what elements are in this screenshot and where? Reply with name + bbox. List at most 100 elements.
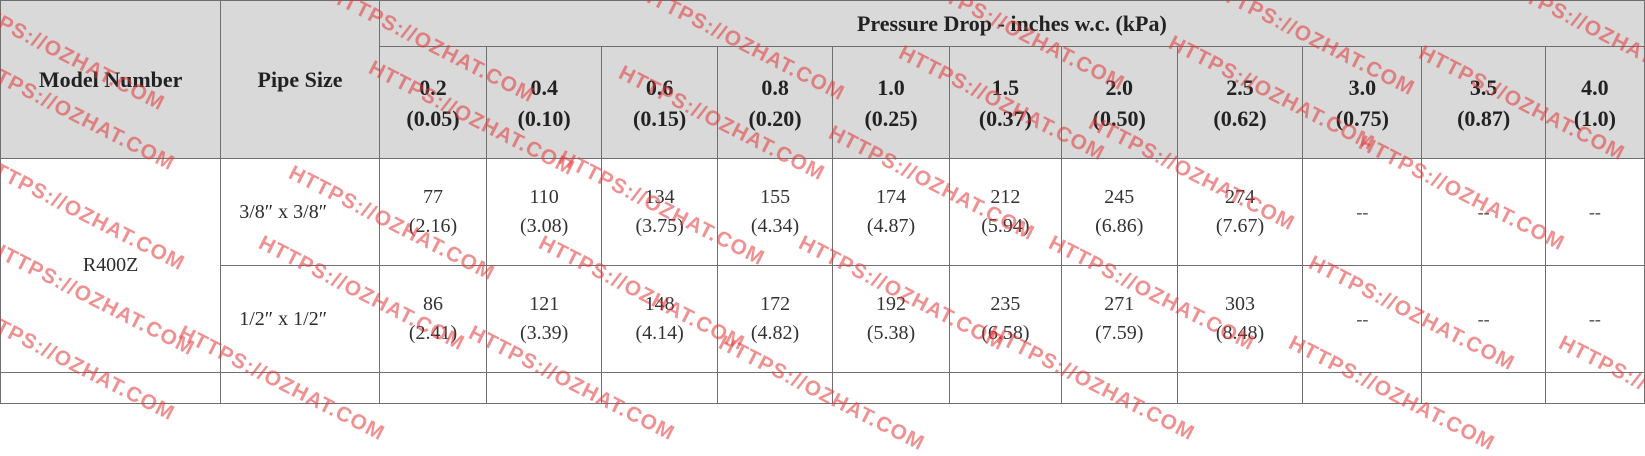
flow-value-cell: -- xyxy=(1302,265,1423,373)
flow-value: 148 xyxy=(644,293,675,315)
pressure-drop-table: Model Number Pipe Size Pressure Drop - i… xyxy=(0,0,1645,404)
flow-value: 121 xyxy=(529,293,560,315)
inches-wc-value: 1.0 xyxy=(877,74,905,100)
flow-value-kpa: (3.08) xyxy=(520,215,569,237)
flow-value-kpa: (5.94) xyxy=(981,215,1030,237)
flow-value: -- xyxy=(1477,308,1490,329)
flow-value-kpa: (4.14) xyxy=(635,322,684,344)
pipe-size-cell: 3/8″ x 3/8″ xyxy=(220,158,380,266)
inches-wc-value: 1.5 xyxy=(991,74,1020,100)
flow-value: 271 xyxy=(1104,293,1135,315)
flow-value: -- xyxy=(1477,201,1490,222)
flow-value-kpa: (7.59) xyxy=(1095,322,1144,344)
flow-value: 172 xyxy=(760,293,791,315)
kpa-value: (0.05) xyxy=(406,105,460,131)
flow-value: 110 xyxy=(529,186,559,208)
model-cell: R400Z xyxy=(0,158,222,373)
flow-value: 235 xyxy=(990,293,1021,315)
flow-value: 77 xyxy=(423,186,443,208)
flow-value-cell: 77 (2.16) xyxy=(378,158,488,266)
pipe-size-header: Pipe Size xyxy=(220,0,380,159)
inches-wc-value: 0.2 xyxy=(419,74,447,100)
table-row: 1/2″ x 1/2″ 86 (2.41) 121 (3.39) 148 (4.14) 17… xyxy=(1,265,1645,373)
flow-value-cell: 212 (5.94) xyxy=(949,158,1062,266)
flow-value-cell: 235 (6.58) xyxy=(949,265,1062,373)
pressure-column-header: 2.0 (0.50) xyxy=(1060,46,1178,159)
flow-value-cell: -- xyxy=(1421,158,1546,266)
flow-value-kpa: (6.58) xyxy=(981,322,1030,344)
pressure-column-header: 1.0 (0.25) xyxy=(832,46,951,159)
flow-value: 86 xyxy=(423,293,443,315)
pressure-column-header: 3.5 (0.87) xyxy=(1421,46,1546,159)
pressure-column-header: 0.6 (0.15) xyxy=(601,46,719,159)
model-number-header: Model Number xyxy=(0,0,222,159)
flow-value-cell: 274 (7.67) xyxy=(1176,158,1304,266)
flow-value-kpa: (3.75) xyxy=(635,215,684,237)
flow-value-kpa: (7.67) xyxy=(1215,215,1265,237)
pressure-column-header: 3.0 (0.75) xyxy=(1302,46,1423,159)
pressure-columns-row: 0.2 (0.05) 0.4 (0.10) 0.6 (0.15) 0.8 (0.20) 1.0 (… xyxy=(1,46,1645,159)
table-row-partial xyxy=(0,372,1645,404)
kpa-value: (0.37) xyxy=(978,105,1032,131)
flow-value-kpa: (4.87) xyxy=(866,215,916,237)
kpa-value: (0.25) xyxy=(864,105,918,131)
flow-value-cell: 271 (7.59) xyxy=(1060,265,1178,373)
inches-wc-value: 4.0 xyxy=(1581,74,1609,100)
kpa-value: (0.75) xyxy=(1335,105,1389,131)
flow-value: 174 xyxy=(876,186,907,208)
flow-value-cell: -- xyxy=(1544,158,1645,266)
flow-value-kpa: (3.39) xyxy=(520,322,569,344)
kpa-value: (0.87) xyxy=(1457,105,1511,131)
flow-value-kpa: (5.38) xyxy=(866,322,916,344)
flow-value: -- xyxy=(1588,308,1601,329)
flow-value-kpa: (6.86) xyxy=(1095,215,1144,237)
inches-wc-value: 3.0 xyxy=(1348,74,1377,100)
flow-value-cell: 86 (2.41) xyxy=(378,265,488,373)
flow-value-cell: 174 (4.87) xyxy=(832,158,951,266)
flow-value-cell: 303 (8.48) xyxy=(1176,265,1304,373)
inches-wc-value: 0.6 xyxy=(645,74,674,100)
flow-value-kpa: (4.34) xyxy=(750,215,800,237)
flow-value: -- xyxy=(1356,201,1369,222)
pressure-column-header: 4.0 (1.0) xyxy=(1544,46,1645,159)
kpa-value: (0.50) xyxy=(1092,105,1146,131)
flow-value: 155 xyxy=(760,186,791,208)
flow-value-cell: 148 (4.14) xyxy=(601,265,719,373)
flow-value-cell: 245 (6.86) xyxy=(1060,158,1178,266)
flow-value: 212 xyxy=(990,186,1021,208)
flow-value-kpa: (2.16) xyxy=(408,215,458,237)
inches-wc-value: 0.4 xyxy=(530,74,558,100)
flow-value-kpa: (8.48) xyxy=(1215,322,1265,344)
flow-value-cell: 155 (4.34) xyxy=(717,158,834,266)
pipe-size-cell: 1/2″ x 1/2″ xyxy=(220,265,380,373)
flow-value-kpa: (2.41) xyxy=(408,322,458,344)
kpa-value: (0.15) xyxy=(633,105,687,131)
flow-value-cell: -- xyxy=(1544,265,1645,373)
flow-value-cell: -- xyxy=(1302,158,1423,266)
kpa-value: (0.20) xyxy=(748,105,802,131)
flow-value-cell: 172 (4.82) xyxy=(717,265,834,373)
kpa-value: (1.0) xyxy=(1573,105,1616,131)
pressure-drop-header: Pressure Drop - inches w.c. (kPa) xyxy=(378,0,1645,47)
flow-value-cell: 121 (3.39) xyxy=(486,265,603,373)
flow-value-kpa: (4.82) xyxy=(750,322,800,344)
flow-value-cell: 110 (3.08) xyxy=(486,158,603,266)
pressure-column-header: 0.8 (0.20) xyxy=(717,46,834,159)
flow-value: 134 xyxy=(644,186,675,208)
flow-value-cell: 192 (5.38) xyxy=(832,265,951,373)
pressure-column-header: 0.4 (0.10) xyxy=(486,46,603,159)
pressure-column-header: 2.5 (0.62) xyxy=(1176,46,1304,159)
inches-wc-value: 2.5 xyxy=(1226,74,1254,100)
flow-value-cell: -- xyxy=(1421,265,1546,373)
flow-value-cell: 134 (3.75) xyxy=(601,158,719,266)
pressure-column-header: 0.2 (0.05) xyxy=(378,46,488,159)
inches-wc-value: 2.0 xyxy=(1105,74,1134,100)
flow-value: 245 xyxy=(1104,186,1135,208)
flow-value: -- xyxy=(1356,308,1369,329)
kpa-value: (0.10) xyxy=(517,105,571,131)
table-row: R400Z 3/8″ x 3/8″ 77 (2.16) 110 (3.08) 134 (3… xyxy=(0,158,1645,373)
flow-value: 303 xyxy=(1225,293,1255,315)
pressure-column-header: 1.5 (0.37) xyxy=(949,46,1062,159)
inches-wc-value: 0.8 xyxy=(761,74,789,100)
flow-value: 274 xyxy=(1225,186,1255,208)
